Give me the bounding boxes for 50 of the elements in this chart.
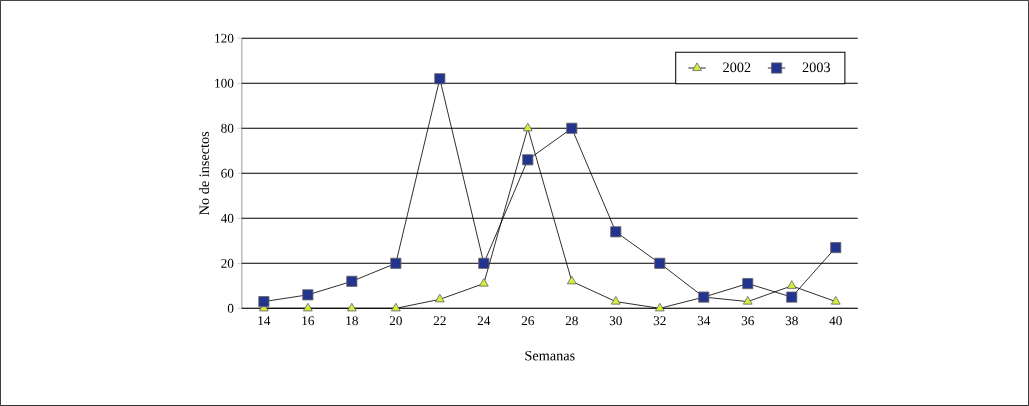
point — [830, 242, 842, 254]
y-axis-title: No de insectos — [199, 131, 210, 215]
point — [434, 73, 446, 85]
x-tick-label: 30 — [609, 316, 622, 326]
y-tick-label: 40 — [220, 213, 234, 223]
point — [610, 296, 621, 305]
y-tick-label: 80 — [221, 123, 234, 133]
point — [786, 280, 797, 289]
x-tick-label: 14 — [258, 316, 271, 326]
point — [654, 257, 666, 269]
x-tick-label: 24 — [477, 316, 491, 326]
point — [654, 302, 665, 312]
legend-label: 2002 — [723, 62, 751, 73]
x-tick-label: 26 — [521, 316, 535, 326]
point — [390, 302, 401, 312]
point — [522, 154, 534, 166]
point — [566, 275, 577, 285]
point — [830, 296, 841, 305]
point — [522, 122, 533, 132]
point — [258, 296, 270, 308]
point — [346, 275, 358, 287]
legend-label: 2003 — [802, 62, 831, 73]
x-tick-label: 34 — [697, 316, 711, 326]
x-tick-label: 40 — [829, 316, 842, 326]
x-tick-label: 32 — [653, 316, 666, 326]
y-tick-label: 20 — [221, 258, 234, 268]
x-tick-label: 38 — [785, 316, 798, 326]
y-tick-label: 120 — [215, 33, 234, 43]
point — [434, 293, 445, 303]
point — [610, 226, 622, 238]
x-tick-label: 20 — [389, 316, 402, 326]
x-tick-label: 28 — [565, 316, 578, 326]
point — [478, 278, 489, 287]
x-tick-label: 18 — [346, 316, 358, 326]
point — [302, 289, 314, 301]
point — [390, 257, 402, 269]
point — [347, 302, 357, 312]
y-tick-label: 100 — [215, 78, 234, 88]
point — [786, 291, 798, 303]
x-axis-title: Semanas — [525, 350, 575, 361]
x-tick-label: 16 — [302, 316, 315, 326]
point — [742, 296, 753, 305]
point — [303, 302, 313, 312]
point — [478, 257, 490, 269]
x-tick-label: 22 — [433, 316, 446, 326]
point — [566, 122, 578, 134]
point — [742, 278, 754, 290]
y-tick-label: 60 — [221, 168, 234, 178]
y-tick-label: 0 — [227, 303, 234, 313]
x-tick-label: 36 — [741, 316, 754, 326]
